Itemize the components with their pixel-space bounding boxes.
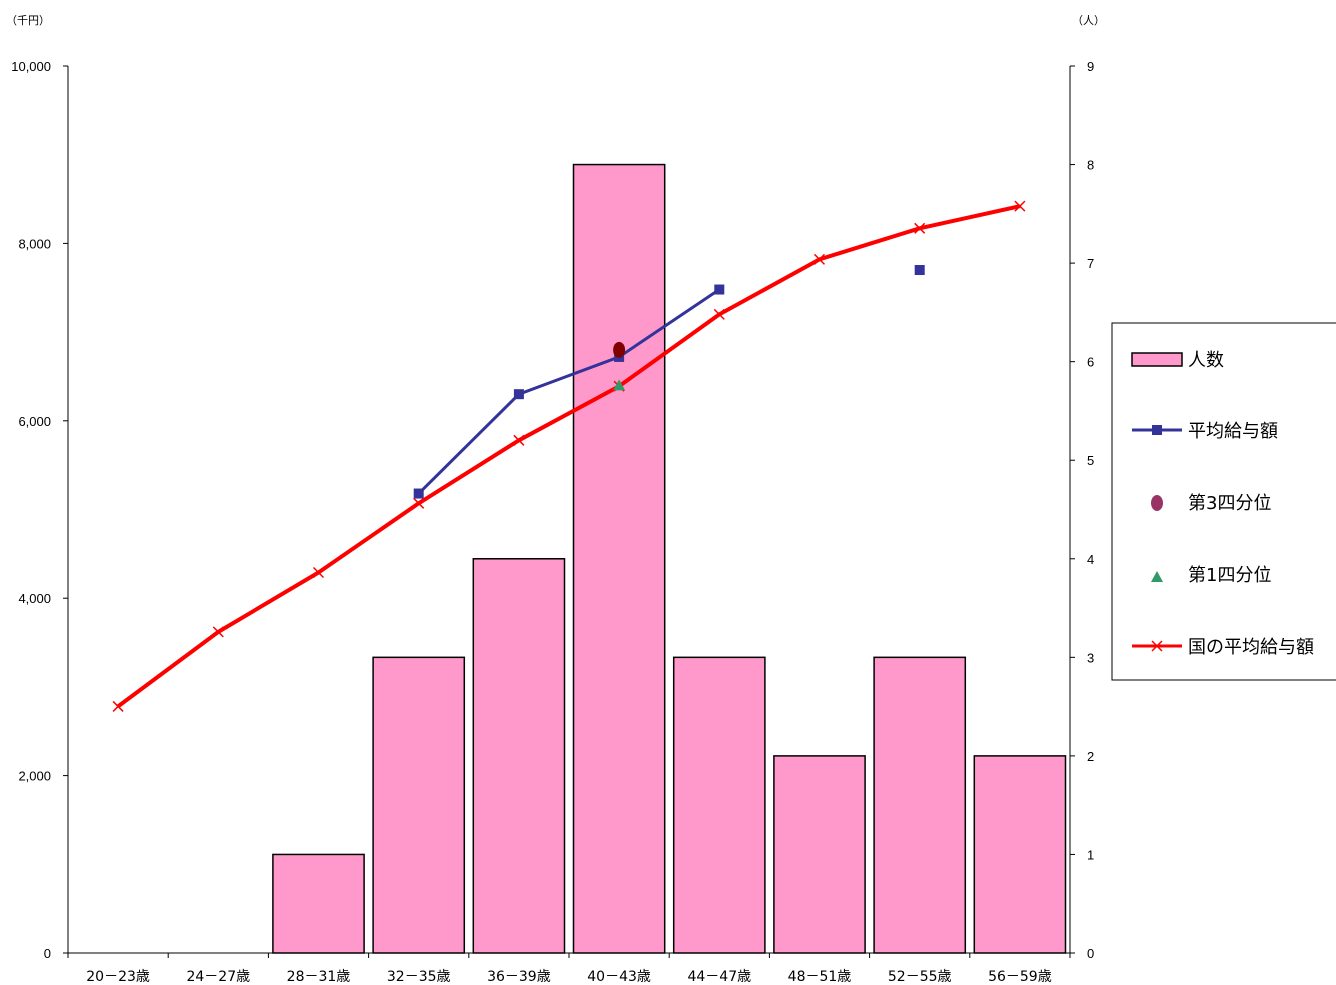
x-tick-label: 20－23歳 (86, 969, 150, 985)
bar (973, 755, 1067, 954)
average-salary-point (413, 488, 424, 499)
bar (372, 656, 466, 954)
legend-marker-circle-icon (1151, 495, 1163, 511)
right-tick-label: 4 (1087, 552, 1094, 567)
legend-label-count: 人数 (1188, 350, 1224, 371)
x-tick-label: 24－27歳 (186, 969, 250, 985)
right-tick-label: 0 (1087, 946, 1094, 961)
right-tick-label: 3 (1087, 650, 1094, 665)
national-average-point (312, 566, 325, 579)
right-tick-label: 8 (1087, 158, 1094, 173)
x-axis-ticks: 20－23歳 24－27歳 28－31歳 32－35歳 36－39歳 40－43歳 44－4… (67, 953, 1071, 985)
left-tick-label: 8,000 (18, 236, 51, 251)
line-series (112, 200, 1026, 712)
national-average-point (914, 222, 926, 234)
bar (773, 755, 866, 954)
legend-marker-triangle-icon (1151, 571, 1163, 582)
legend-box (1111, 322, 1336, 681)
national-average-point (1014, 200, 1026, 212)
right-tick-label: 1 (1087, 847, 1094, 862)
x-tick-label: 56－59歳 (988, 969, 1052, 985)
national-average-point (513, 434, 525, 446)
average-salary-point (513, 389, 524, 400)
national-average-point (813, 253, 826, 265)
right-tick-label: 2 (1087, 749, 1094, 764)
left-tick-label: 0 (44, 946, 51, 961)
bar (572, 163, 666, 954)
bar (472, 558, 566, 954)
legend-marker-square-icon (1152, 425, 1162, 435)
bar-series (272, 163, 1067, 954)
bar (672, 656, 766, 954)
x-tick-label: 48－51歳 (788, 969, 852, 985)
average-salary-point (914, 265, 925, 276)
right-tick-label: 5 (1087, 453, 1094, 468)
legend-label-q3: 第3四分位 (1188, 493, 1271, 514)
national-average-point (212, 626, 224, 638)
x-tick-label: 32－35歳 (387, 969, 451, 985)
legend-marker-x-icon (1151, 640, 1163, 652)
left-tick-label: 2,000 (18, 769, 51, 784)
x-tick-label: 40－43歳 (587, 969, 651, 985)
left-tick-label: 6,000 (18, 414, 51, 429)
national-average-line (116, 204, 1021, 709)
legend-swatch-bars (1131, 352, 1183, 367)
legend-label-national-avg: 国の平均給与額 (1188, 637, 1314, 658)
legend-label-q1: 第1四分位 (1188, 565, 1271, 586)
left-axis-unit: （千円） (6, 14, 50, 27)
q3-point (613, 341, 626, 358)
right-tick-label: 7 (1087, 256, 1094, 271)
legend: 人数 平均給与額 第3四分位 第1四分位 国の平均給与額 (1111, 322, 1336, 681)
left-tick-label: 10,000 (11, 59, 51, 74)
bar (272, 853, 365, 954)
bar (873, 656, 967, 954)
average-salary-line (417, 288, 721, 495)
x-tick-label: 44－47歳 (687, 969, 751, 985)
x-tick-label: 52－55歳 (888, 969, 952, 985)
right-tick-label: 9 (1087, 59, 1094, 74)
average-salary-point (714, 284, 725, 295)
left-tick-label: 4,000 (18, 591, 51, 606)
right-tick-label: 6 (1087, 355, 1094, 370)
x-tick-label: 36－39歳 (487, 969, 551, 985)
right-axis-unit: （人） (1072, 14, 1105, 27)
national-average-point (112, 700, 124, 712)
national-average-point (713, 308, 725, 320)
national-average-point (413, 497, 425, 509)
legend-label-avg-salary: 平均給与額 (1188, 421, 1278, 442)
right-axis-ticks: 0 1 2 3 4 5 6 7 8 9 (1070, 59, 1094, 961)
q1-point (613, 379, 626, 391)
x-tick-label: 28－31歳 (287, 969, 351, 985)
left-axis-ticks: 0 2,000 4,000 6,000 8,000 10,000 (11, 59, 68, 961)
